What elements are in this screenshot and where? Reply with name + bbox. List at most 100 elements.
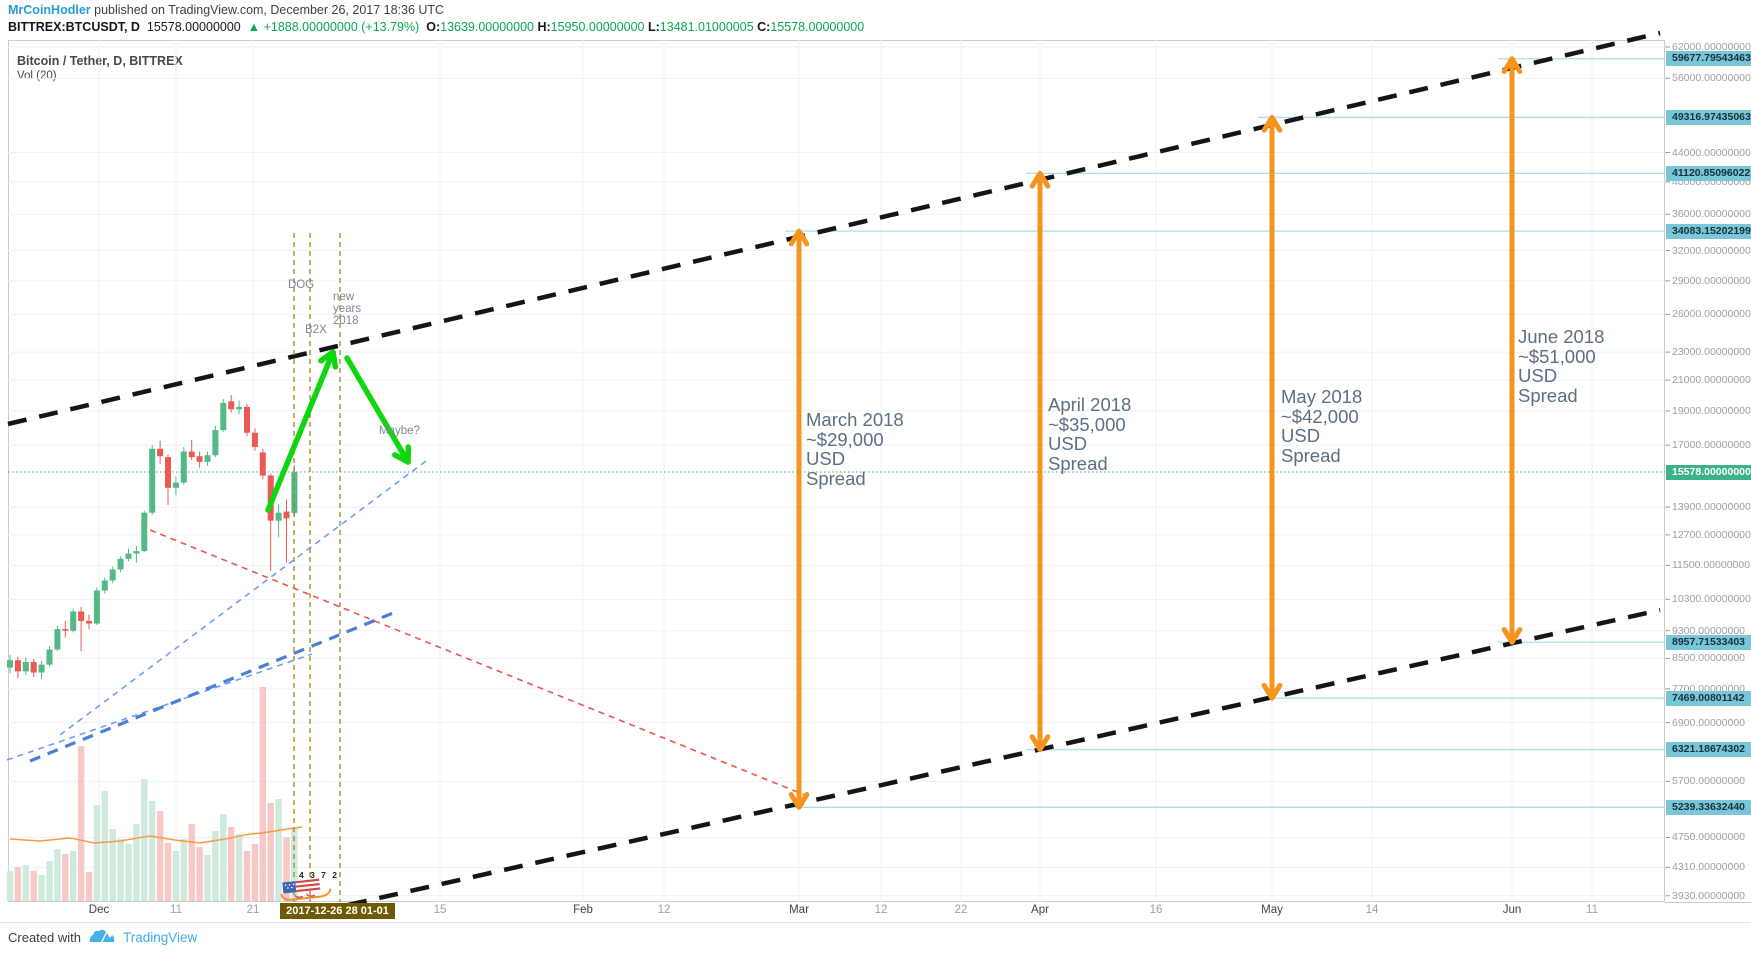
price-tick-label: 32000.00000000 — [1672, 244, 1751, 257]
time-tick-label: 12 — [874, 904, 888, 916]
time-axis-extension — [1665, 902, 1751, 903]
time-tick-label: Mar — [789, 904, 809, 916]
footer-divider — [0, 922, 1751, 923]
spread-arrow-head-down — [1261, 682, 1283, 701]
tradingview-logo-icon — [89, 929, 115, 942]
ohlc-key: H: — [537, 20, 551, 34]
spread-arrow-head-down — [1501, 626, 1523, 645]
volume-bar — [6, 871, 14, 901]
candle-body — [180, 451, 187, 483]
candle-body — [38, 664, 45, 673]
chart-title: Bitcoin / Tether, D, BITTREX — [17, 54, 183, 68]
price-tick-label: 56000.00000000 — [1672, 72, 1751, 85]
candle-body — [7, 660, 13, 668]
symbol-ohlc-line: BITTREX:BTCUSDT, D 15578.00000000 ▲ +188… — [8, 20, 864, 34]
level-price-label: 34083.15202199 — [1666, 223, 1751, 239]
volume-bar — [228, 827, 235, 901]
ohlc-key: O: — [426, 20, 441, 34]
candle-body — [228, 401, 235, 410]
level-price-label: 7469.00801142 — [1666, 690, 1751, 706]
candle-body — [109, 569, 116, 581]
volume-bar — [212, 831, 219, 901]
volume-bar — [283, 837, 290, 901]
price-tick-label: 13900.00000000 — [1672, 501, 1751, 514]
volume-bar — [133, 824, 140, 901]
price-tick-label: 5700.00000000 — [1672, 775, 1745, 788]
price-tick-label: 4310.00000000 — [1672, 861, 1745, 874]
ohlc-values: O:13639.00000000 H:15950.00000000 L:1348… — [426, 20, 864, 34]
volume-bar — [243, 851, 251, 901]
candle-body — [14, 660, 21, 672]
volume-bar — [38, 875, 45, 901]
price-tick-label: 9300.00000000 — [1672, 624, 1745, 637]
candle-body — [157, 448, 164, 457]
support-thick-trendline — [29, 609, 399, 763]
volume-bar — [101, 791, 108, 901]
candle-body — [125, 553, 132, 559]
volume-bar — [117, 839, 124, 901]
byline-text: published on TradingView.com, December 2… — [90, 3, 445, 17]
price-tick-label: 3930.00000000 — [1672, 889, 1745, 902]
level-price-label: 5239.33632440 — [1666, 799, 1751, 815]
footer: Created with TradingView — [8, 929, 197, 945]
volume-bar — [204, 855, 211, 901]
volume-bar — [141, 779, 148, 901]
flag-sleigh-icon — [280, 878, 332, 901]
spread-annotation: April 2018 ~$35,000 USD Spread — [1048, 394, 1132, 474]
ohlc-key: L: — [647, 20, 660, 34]
candle-body — [93, 590, 100, 624]
support-thin-1-trendline — [59, 457, 431, 736]
candle-body — [283, 511, 290, 519]
ohlc-value: 13639.00000000 — [440, 20, 538, 34]
price-tick-label: 6900.00000000 — [1672, 716, 1745, 729]
candle-body — [117, 558, 124, 570]
event-annotation: DOG — [288, 279, 315, 291]
price-tick-label: 8500.00000000 — [1672, 652, 1745, 665]
volume-bar — [46, 861, 53, 901]
time-tick-label: May — [1261, 904, 1283, 916]
volume-bar — [188, 824, 195, 901]
volume-bar — [235, 834, 243, 901]
time-tick-label: Apr — [1031, 904, 1049, 916]
price-tick-label: 29000.00000000 — [1672, 274, 1751, 287]
event-annotation: B2X — [305, 324, 327, 336]
volume-bar — [109, 829, 116, 901]
candle-body — [149, 448, 156, 513]
symbol-name[interactable]: BITTREX:BTCUSDT, D — [8, 20, 140, 34]
tradingview-brand-link[interactable]: TradingView — [122, 929, 198, 945]
created-with-text: Created with — [8, 929, 81, 945]
volume-ma-line — [9, 826, 303, 844]
volume-bar — [172, 851, 180, 901]
volume-bar — [275, 799, 282, 901]
ohlc-key: C: — [757, 20, 771, 34]
volume-bar — [77, 746, 85, 901]
candle-body — [244, 406, 250, 433]
spread-arrow-head-up — [1029, 170, 1051, 189]
spread-arrow-head-down — [1029, 734, 1051, 753]
candle-body — [275, 512, 282, 521]
green-arrow-shaft — [265, 349, 336, 513]
volume-indicator-label: Vol (20) — [17, 70, 57, 82]
candle-body — [251, 432, 258, 447]
volume-bar — [70, 851, 77, 901]
author-link[interactable]: MrCoinHodler — [8, 3, 91, 17]
green-arrow-head — [318, 349, 339, 370]
volume-bar — [85, 872, 93, 901]
price-tick-label: 17000.00000000 — [1672, 439, 1751, 452]
time-tick-label: Dec — [88, 904, 110, 916]
candle-body — [78, 611, 85, 621]
up-triangle-icon: ▲ — [247, 20, 261, 34]
candle-body — [133, 551, 140, 554]
price-change: +1888.00000000 (+13.79%) — [263, 20, 420, 34]
volume-bar — [54, 849, 61, 901]
time-tick-label: 16 — [1149, 904, 1163, 916]
volume-bar — [164, 843, 172, 901]
price-tick-label: 23000.00000000 — [1672, 346, 1751, 359]
candle-body — [30, 662, 37, 673]
price-tick-label: 10300.00000000 — [1672, 593, 1751, 606]
candle-body — [212, 430, 219, 456]
green-arrow-shaft — [344, 355, 411, 465]
crosshair-date-label: 2017-12-26 28 01-01 — [280, 903, 395, 919]
